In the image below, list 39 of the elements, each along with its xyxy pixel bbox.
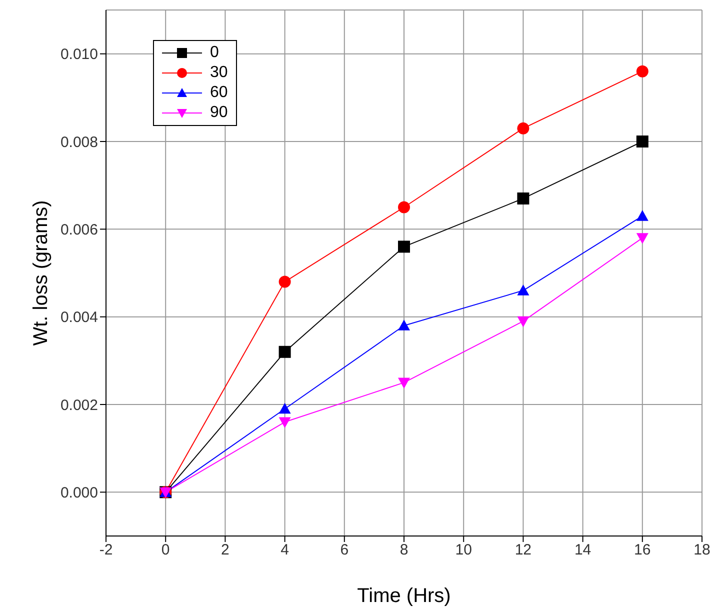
legend-label: 0 [210, 44, 219, 62]
legend-label: 90 [210, 104, 228, 122]
point [636, 65, 648, 78]
x-tick-label: 0 [161, 542, 170, 559]
point [636, 136, 648, 148]
x-tick-label: 6 [340, 542, 349, 559]
point [517, 122, 530, 134]
point [398, 201, 410, 214]
point [517, 316, 530, 328]
point [517, 192, 530, 204]
y-tick-label: 0.002 [60, 396, 98, 414]
legend-label: 30 [210, 64, 228, 82]
point [278, 346, 291, 358]
point [636, 210, 648, 221]
x-tick-label: 14 [574, 542, 592, 559]
x-tick-label: 12 [514, 542, 532, 559]
x-tick-label: 2 [221, 542, 230, 559]
y-axis-title: Wt. loss (grams) [30, 200, 52, 346]
x-tick-label: 10 [455, 542, 472, 559]
point [398, 240, 410, 253]
y-tick-label: 0.008 [60, 134, 98, 151]
point [398, 320, 410, 330]
point [398, 378, 410, 389]
y-tick-label: 0.000 [60, 484, 98, 502]
point [278, 417, 291, 428]
point [636, 233, 648, 244]
point [278, 276, 291, 288]
point [517, 284, 530, 296]
x-tick-label: 4 [280, 542, 289, 559]
x-tick-label: 18 [694, 542, 710, 559]
point [278, 402, 291, 414]
legend-label: 60 [210, 84, 228, 102]
y-tick-label: 0.004 [60, 309, 98, 326]
x-tick-label: -2 [99, 542, 113, 559]
x-tick-label: 16 [634, 542, 651, 559]
x-tick-label: 8 [400, 542, 408, 559]
x-axis-title: Time (Hrs) [357, 585, 451, 608]
y-tick-label: 0.006 [60, 221, 98, 238]
y-tick-label: 0.010 [60, 46, 98, 64]
